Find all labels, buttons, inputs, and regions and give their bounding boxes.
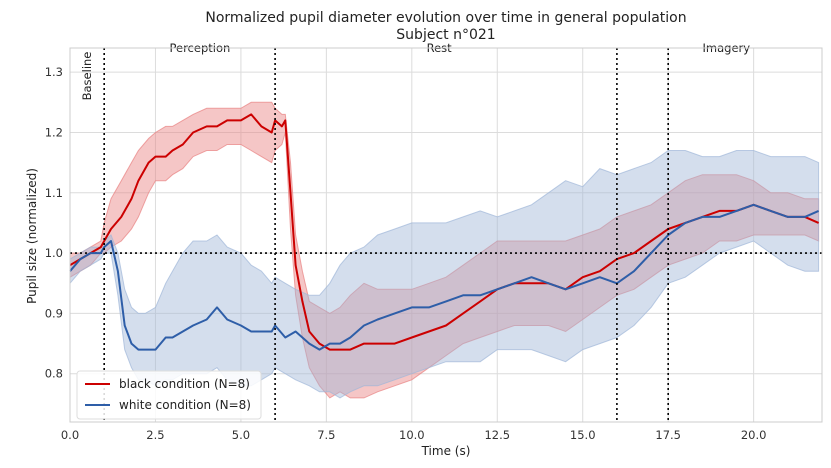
legend-box: [76, 370, 262, 420]
bands-layer: [69, 101, 820, 399]
x-tick-labels: 0.0 2.5 5.0 7.5 10.0 12.5 15.0 17.5 20.0: [61, 428, 767, 442]
legend: black condition (N=8) white condition (N…: [76, 370, 262, 420]
y-tick-label: 1.1: [45, 186, 63, 200]
legend-label-white: white condition (N=8): [119, 398, 251, 412]
x-tick-label: 0.0: [61, 428, 79, 442]
confidence-band-white: [69, 150, 820, 399]
series-line-white: [69, 203, 820, 351]
chart-subtitle: Subject n°021: [396, 27, 495, 43]
y-tick-labels: 0.8 0.9 1.0 1.1 1.2 1.3: [45, 65, 63, 381]
chart-title: Normalized pupil diameter evolution over…: [205, 10, 686, 26]
phase-label-baseline: Baseline: [80, 52, 94, 101]
y-tick-label: 1.3: [45, 65, 63, 79]
x-tick-label: 7.5: [317, 428, 335, 442]
y-tick-label: 0.8: [45, 367, 63, 381]
series-line-black: [69, 113, 820, 351]
x-tick-label: 12.5: [484, 428, 510, 442]
x-axis-label: Time (s): [421, 444, 471, 458]
plot-frame: [69, 47, 823, 423]
legend-label-black: black condition (N=8): [119, 377, 250, 391]
x-tick-label: 10.0: [399, 428, 425, 442]
x-tick-label: 2.5: [146, 428, 164, 442]
y-tick-label: 0.9: [45, 306, 63, 320]
y-axis-label: Pupil size (normalized): [25, 168, 39, 304]
y-tick-label: 1.0: [45, 246, 63, 260]
x-tick-label: 15.0: [570, 428, 596, 442]
x-tick-label: 5.0: [232, 428, 250, 442]
x-tick-label: 17.5: [655, 428, 681, 442]
y-tick-label: 1.2: [45, 125, 63, 139]
lines-layer: [69, 113, 820, 351]
x-tick-label: 20.0: [741, 428, 767, 442]
